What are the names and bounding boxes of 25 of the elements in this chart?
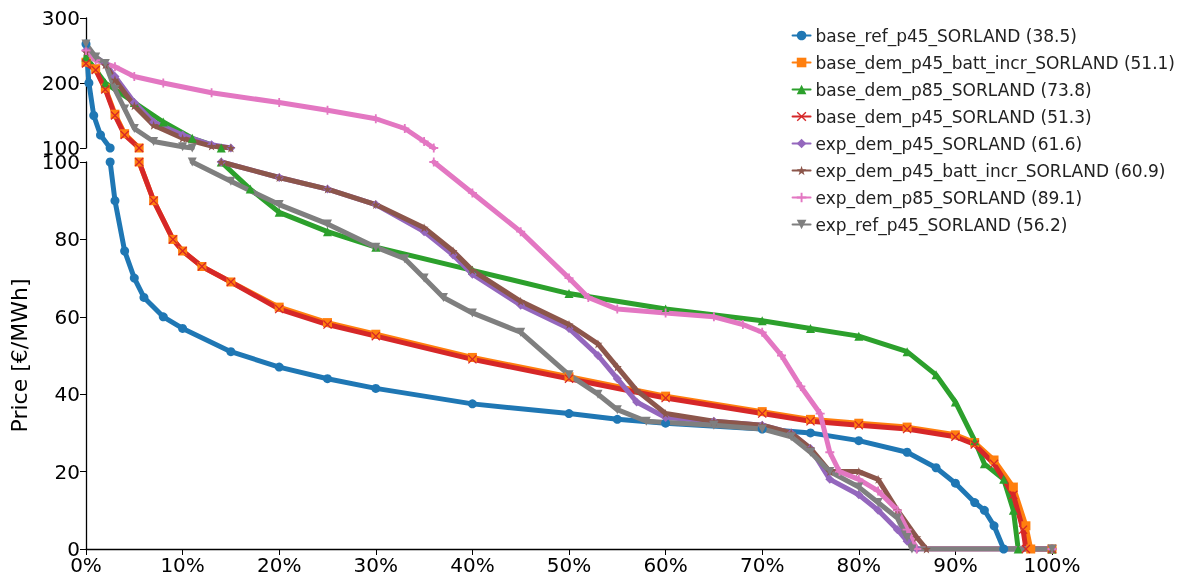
x-tick-label: 80% [836, 553, 882, 577]
legend-label: base_dem_p45_SORLAND (51.3) [815, 106, 1092, 128]
y-axis-title: Price [€/MWh] [7, 278, 33, 433]
x-tick-label: 70% [739, 553, 785, 577]
legend-label: exp_dem_p45_SORLAND (61.6) [815, 133, 1083, 155]
y-tick-label: 300 [41, 6, 80, 30]
x-tick-label: 60% [643, 553, 688, 577]
x-tick-label: 20% [256, 553, 302, 577]
x-tick-label: 90% [933, 553, 978, 577]
legend-label: exp_dem_p45_batt_incr_SORLAND (60.9) [815, 160, 1166, 182]
y-tick-label: 40 [54, 382, 80, 407]
y-tick-label: 20 [54, 459, 80, 484]
x-tick-label: 40% [450, 553, 495, 577]
y-tick-label: 200 [41, 71, 80, 95]
x-tick-label: 50% [546, 553, 592, 577]
legend-label: exp_dem_p85_SORLAND (89.1) [815, 187, 1083, 209]
x-tick-label: 100% [1023, 553, 1081, 577]
y-tick-label: 60 [54, 304, 80, 329]
x-tick-label: 30% [353, 553, 399, 577]
legend-label: base_dem_p85_SORLAND (73.8) [815, 79, 1092, 101]
y-tick-label: 80 [54, 227, 80, 252]
x-tick-label: 10% [160, 553, 205, 577]
legend-label: base_dem_p45_batt_incr_SORLAND (51.1) [815, 52, 1176, 74]
legend-label: base_ref_p45_SORLAND (38.5) [815, 25, 1077, 47]
legend-label: exp_ref_p45_SORLAND (56.2) [815, 214, 1068, 236]
